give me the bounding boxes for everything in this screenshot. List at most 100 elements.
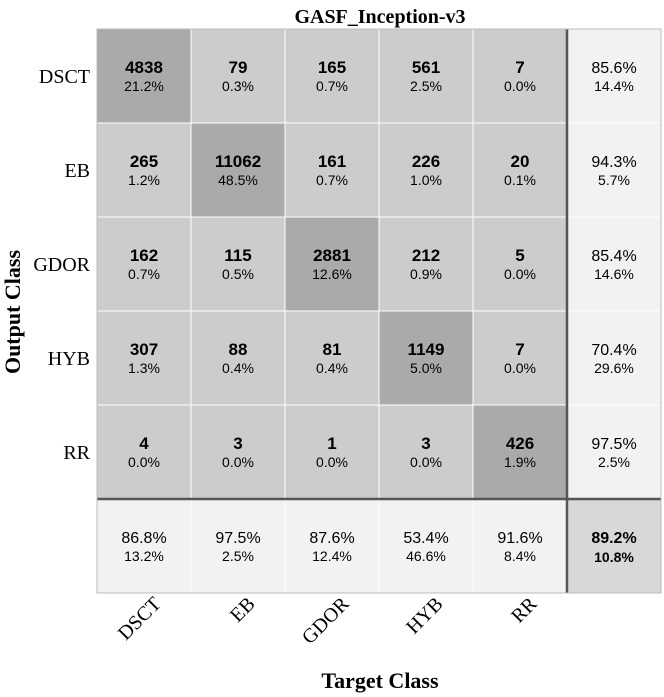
matrix-grid: 483821.2%790.3%1650.7%5612.5%70.0%85.6%1… bbox=[96, 28, 662, 594]
summary-error-value: 12.4% bbox=[312, 548, 352, 564]
summary-correct-value: 53.4% bbox=[403, 530, 448, 547]
cell-percent: 2.5% bbox=[410, 78, 442, 94]
summary-correct-value: 94.3% bbox=[591, 154, 636, 171]
cell-count: 7 bbox=[515, 58, 524, 77]
matrix-cell-GDOR-EB-bg bbox=[190, 216, 286, 312]
cell-percent: 0.0% bbox=[504, 360, 536, 376]
summary-error-value: 14.6% bbox=[594, 266, 634, 282]
matrix-cell-DSCT-RR: 70.0% bbox=[472, 28, 568, 124]
column-label-DSCT: DSCT bbox=[114, 593, 166, 645]
cell-percent: 1.0% bbox=[410, 172, 442, 188]
row-summary-cell-HYB: 70.4%29.6% bbox=[566, 310, 662, 406]
row-summary-cell-EB: 94.3%5.7% bbox=[566, 122, 662, 218]
summary-correct-value: 86.8% bbox=[121, 530, 166, 547]
cell-count: 561 bbox=[412, 58, 440, 77]
cell-percent: 0.7% bbox=[128, 266, 160, 282]
matrix-cell-HYB-RR-bg bbox=[472, 310, 568, 406]
matrix-cell-GDOR-HYB-bg bbox=[378, 216, 474, 312]
cell-count: 212 bbox=[412, 246, 440, 265]
matrix-cell-EB-EB-bg bbox=[190, 122, 286, 218]
cell-count: 5 bbox=[515, 246, 524, 265]
matrix-cell-HYB-GDOR-bg bbox=[284, 310, 380, 406]
cell-percent: 0.7% bbox=[316, 78, 348, 94]
cell-count: 115 bbox=[224, 246, 251, 265]
summary-error-value: 2.5% bbox=[598, 454, 630, 470]
cell-count: 265 bbox=[130, 152, 158, 171]
row-label-EB: EB bbox=[64, 160, 90, 182]
matrix-cell-RR-RR-bg bbox=[472, 404, 568, 500]
matrix-cell-HYB-RR: 70.0% bbox=[472, 310, 568, 406]
matrix-cell-DSCT-RR-bg bbox=[472, 28, 568, 124]
summary-error-value: 5.7% bbox=[598, 172, 630, 188]
matrix-cell-RR-GDOR-bg bbox=[284, 404, 380, 500]
y-axis-label: Output Class bbox=[0, 250, 25, 375]
column-summary-cell-HYB: 53.4%46.6% bbox=[378, 498, 474, 594]
cell-percent: 0.0% bbox=[504, 78, 536, 94]
cell-percent: 0.3% bbox=[222, 78, 254, 94]
row-label-HYB: HYB bbox=[48, 348, 90, 370]
cell-count: 79 bbox=[229, 58, 248, 77]
row-label-RR: RR bbox=[63, 442, 90, 464]
cell-percent: 0.5% bbox=[222, 266, 254, 282]
matrix-cell-DSCT-HYB-bg bbox=[378, 28, 474, 124]
matrix-cell-HYB-DSCT-bg bbox=[96, 310, 192, 406]
cell-count: 162 bbox=[130, 246, 158, 265]
matrix-cell-RR-GDOR: 10.0% bbox=[284, 404, 380, 500]
cell-count: 226 bbox=[412, 152, 440, 171]
summary-error-value: 2.5% bbox=[222, 548, 254, 564]
matrix-cell-HYB-GDOR: 810.4% bbox=[284, 310, 380, 406]
matrix-cell-HYB-EB: 880.4% bbox=[190, 310, 286, 406]
row-label-GDOR: GDOR bbox=[33, 254, 90, 276]
cell-count: 88 bbox=[229, 340, 248, 359]
matrix-cell-EB-RR: 200.1% bbox=[472, 122, 568, 218]
cell-percent: 0.4% bbox=[222, 360, 254, 376]
cell-count: 307 bbox=[130, 340, 158, 359]
cell-count: 7 bbox=[515, 340, 524, 359]
cell-percent: 0.0% bbox=[410, 454, 442, 470]
matrix-cell-GDOR-RR-bg bbox=[472, 216, 568, 312]
x-axis-label: Target Class bbox=[321, 668, 439, 693]
cell-percent: 0.1% bbox=[504, 172, 536, 188]
cell-count: 2881 bbox=[313, 246, 351, 265]
summary-error-value: 14.4% bbox=[594, 78, 634, 94]
cell-percent: 1.9% bbox=[504, 454, 536, 470]
cell-count: 11062 bbox=[215, 152, 261, 171]
overall-error-value: 10.8% bbox=[594, 549, 634, 565]
summary-correct-value: 91.6% bbox=[497, 530, 542, 547]
matrix-cell-RR-DSCT-bg bbox=[96, 404, 192, 500]
summary-error-value: 13.2% bbox=[124, 548, 164, 564]
column-label-GDOR: GDOR bbox=[298, 593, 354, 649]
cell-percent: 48.5% bbox=[218, 172, 258, 188]
matrix-cell-HYB-EB-bg bbox=[190, 310, 286, 406]
cell-count: 3 bbox=[421, 434, 430, 453]
row-summary-cell-DSCT-bg bbox=[566, 28, 662, 124]
summary-correct-value: 87.6% bbox=[309, 530, 354, 547]
summary-error-value: 8.4% bbox=[504, 548, 536, 564]
cell-percent: 0.7% bbox=[316, 172, 348, 188]
cell-count: 4 bbox=[139, 434, 149, 453]
cell-percent: 0.0% bbox=[316, 454, 348, 470]
cell-percent: 5.0% bbox=[410, 360, 442, 376]
cell-count: 1 bbox=[327, 434, 336, 453]
cell-count: 81 bbox=[323, 340, 342, 359]
cell-count: 161 bbox=[318, 152, 346, 171]
row-label-DSCT: DSCT bbox=[39, 66, 90, 88]
matrix-cell-DSCT-EB-bg bbox=[190, 28, 286, 124]
cell-count: 3 bbox=[233, 434, 242, 453]
cell-count: 4838 bbox=[125, 58, 163, 77]
overall-accuracy-value: 89.2% bbox=[591, 530, 636, 547]
matrix-border bbox=[96, 28, 662, 594]
cell-percent: 1.3% bbox=[128, 360, 160, 376]
matrix-cell-GDOR-RR: 50.0% bbox=[472, 216, 568, 312]
matrix-cell-DSCT-EB: 790.3% bbox=[190, 28, 286, 124]
